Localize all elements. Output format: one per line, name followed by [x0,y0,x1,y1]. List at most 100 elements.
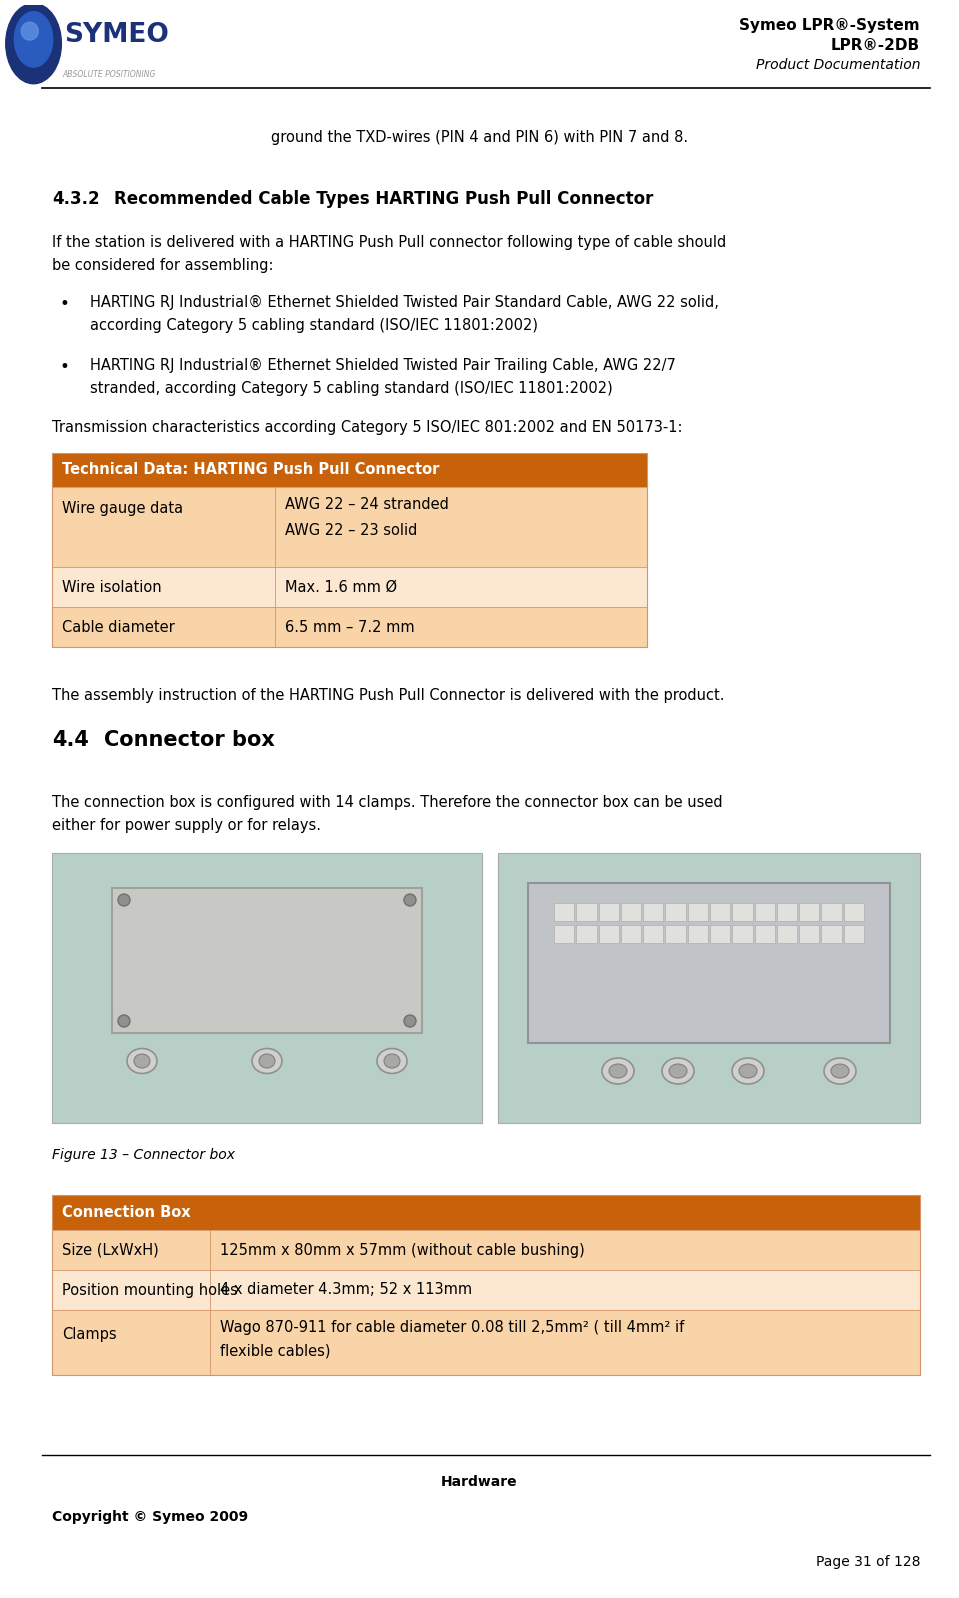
Text: SYMEO: SYMEO [64,22,169,48]
Polygon shape [844,903,864,920]
Polygon shape [620,925,642,943]
Polygon shape [598,903,619,920]
Text: Connection Box: Connection Box [62,1205,191,1219]
Text: Symeo LPR®-System: Symeo LPR®-System [739,18,920,34]
Ellipse shape [377,1048,407,1074]
Text: 4.4: 4.4 [52,730,89,749]
Polygon shape [822,925,842,943]
Polygon shape [799,903,819,920]
Text: Position mounting holes: Position mounting holes [62,1283,238,1298]
Ellipse shape [14,11,53,67]
Ellipse shape [127,1048,157,1074]
Text: AWG 22 – 24 stranded: AWG 22 – 24 stranded [285,497,449,511]
Text: If the station is delivered with a HARTING Push Pull connector following type of: If the station is delivered with a HARTI… [52,235,726,249]
Polygon shape [643,925,664,943]
Text: •: • [60,358,70,376]
Ellipse shape [404,1015,416,1028]
Polygon shape [52,487,647,567]
Text: Page 31 of 128: Page 31 of 128 [815,1555,920,1569]
Text: Wire isolation: Wire isolation [62,580,162,594]
Polygon shape [52,1310,920,1374]
Polygon shape [528,884,890,1043]
Polygon shape [498,853,920,1123]
Text: 125mm x 80mm x 57mm (without cable bushing): 125mm x 80mm x 57mm (without cable bushi… [220,1243,585,1258]
Text: Recommended Cable Types HARTING Push Pull Connector: Recommended Cable Types HARTING Push Pul… [114,190,653,208]
Polygon shape [52,567,647,607]
Polygon shape [52,853,482,1123]
Ellipse shape [609,1064,627,1079]
Polygon shape [576,925,596,943]
Text: ground the TXD-wires (PIN 4 and PIN 6) with PIN 7 and 8.: ground the TXD-wires (PIN 4 and PIN 6) w… [271,129,688,145]
Text: stranded, according Category 5 cabling standard (ISO/IEC 11801:2002): stranded, according Category 5 cabling s… [90,380,613,396]
Polygon shape [112,888,422,1032]
Text: Wire gauge data: Wire gauge data [62,502,183,516]
Polygon shape [52,1230,920,1270]
Polygon shape [710,925,731,943]
Text: ABSOLUTE POSITIONING: ABSOLUTE POSITIONING [62,70,155,78]
Polygon shape [688,903,708,920]
Polygon shape [643,903,664,920]
Polygon shape [777,925,797,943]
Ellipse shape [134,1055,150,1067]
Ellipse shape [732,1058,764,1083]
Text: 6.5 mm – 7.2 mm: 6.5 mm – 7.2 mm [285,620,414,634]
Ellipse shape [739,1064,757,1079]
Text: Copyright © Symeo 2009: Copyright © Symeo 2009 [52,1510,248,1524]
Polygon shape [52,452,647,487]
Text: Technical Data: HARTING Push Pull Connector: Technical Data: HARTING Push Pull Connec… [62,462,439,478]
Polygon shape [52,1270,920,1310]
Text: The connection box is configured with 14 clamps. Therefore the connector box can: The connection box is configured with 14… [52,794,723,810]
Polygon shape [666,925,686,943]
Polygon shape [844,925,864,943]
Text: flexible cables): flexible cables) [220,1342,331,1358]
Ellipse shape [21,22,38,40]
Ellipse shape [252,1048,282,1074]
Polygon shape [755,925,775,943]
Ellipse shape [824,1058,856,1083]
Ellipse shape [831,1064,849,1079]
Polygon shape [554,925,574,943]
Ellipse shape [662,1058,694,1083]
Text: Transmission characteristics according Category 5 ISO/IEC 801:2002 and EN 50173-: Transmission characteristics according C… [52,420,683,435]
Polygon shape [822,903,842,920]
Text: Hardware: Hardware [441,1475,518,1489]
Ellipse shape [384,1055,400,1067]
Polygon shape [733,925,753,943]
Text: 4 x diameter 4.3mm; 52 x 113mm: 4 x diameter 4.3mm; 52 x 113mm [220,1283,472,1298]
Polygon shape [799,925,819,943]
Text: Wago 870-911 for cable diameter 0.08 till 2,5mm² ( till 4mm² if: Wago 870-911 for cable diameter 0.08 til… [220,1320,685,1334]
Text: Cable diameter: Cable diameter [62,620,175,634]
Text: be considered for assembling:: be considered for assembling: [52,257,273,273]
Polygon shape [52,607,647,647]
Text: LPR®-2DB: LPR®-2DB [830,38,920,53]
Text: •: • [60,296,70,313]
Polygon shape [710,903,731,920]
Text: AWG 22 – 23 solid: AWG 22 – 23 solid [285,523,417,539]
Polygon shape [688,925,708,943]
Text: Connector box: Connector box [104,730,275,749]
Text: 4.3.2: 4.3.2 [52,190,100,208]
Polygon shape [620,903,642,920]
Text: HARTING RJ Industrial® Ethernet Shielded Twisted Pair Trailing Cable, AWG 22/7: HARTING RJ Industrial® Ethernet Shielded… [90,358,676,372]
Polygon shape [666,903,686,920]
Text: Product Documentation: Product Documentation [756,58,920,72]
Polygon shape [576,903,596,920]
Text: either for power supply or for relays.: either for power supply or for relays. [52,818,321,833]
Ellipse shape [602,1058,634,1083]
Polygon shape [52,1195,920,1230]
Polygon shape [598,925,619,943]
Polygon shape [777,903,797,920]
Ellipse shape [259,1055,275,1067]
Text: Size (LxWxH): Size (LxWxH) [62,1243,159,1258]
Ellipse shape [118,1015,130,1028]
Text: Clamps: Clamps [62,1326,117,1342]
Ellipse shape [6,3,61,83]
Polygon shape [755,903,775,920]
Text: Max. 1.6 mm Ø: Max. 1.6 mm Ø [285,580,397,594]
Ellipse shape [669,1064,687,1079]
Polygon shape [554,903,574,920]
Text: The assembly instruction of the HARTING Push Pull Connector is delivered with th: The assembly instruction of the HARTING … [52,689,724,703]
Ellipse shape [118,893,130,906]
Text: Figure 13 – Connector box: Figure 13 – Connector box [52,1147,235,1162]
Text: according Category 5 cabling standard (ISO/IEC 11801:2002): according Category 5 cabling standard (I… [90,318,538,332]
